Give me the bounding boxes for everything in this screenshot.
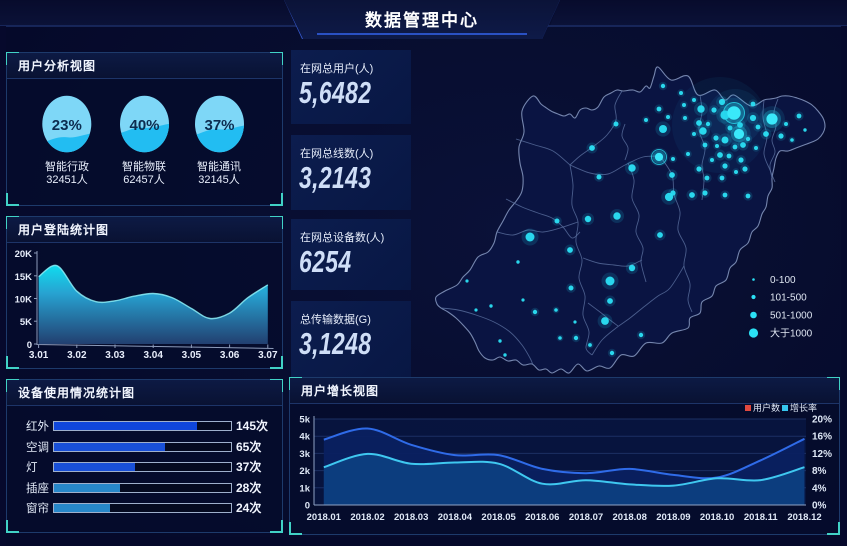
- svg-text:501-1000: 501-1000: [770, 311, 813, 322]
- svg-text:2018.09: 2018.09: [656, 512, 690, 523]
- svg-text:2018.08: 2018.08: [613, 512, 647, 523]
- svg-text:2k: 2k: [299, 466, 310, 477]
- svg-text:3k: 3k: [299, 449, 310, 460]
- svg-text:2018.03: 2018.03: [394, 512, 428, 523]
- svg-text:5K: 5K: [20, 317, 32, 328]
- svg-text:8%: 8%: [812, 466, 827, 477]
- svg-text:2018.12: 2018.12: [787, 512, 821, 523]
- svg-text:4%: 4%: [812, 483, 827, 494]
- svg-text:0: 0: [305, 501, 310, 512]
- svg-text:2018.04: 2018.04: [438, 512, 473, 523]
- svg-text:4k: 4k: [299, 432, 310, 443]
- svg-text:用户数: 用户数: [753, 402, 780, 413]
- svg-text:3.03: 3.03: [105, 350, 125, 361]
- svg-text:0-100: 0-100: [770, 275, 796, 286]
- svg-text:0%: 0%: [812, 501, 827, 512]
- svg-text:20K: 20K: [15, 249, 33, 260]
- svg-text:2018.10: 2018.10: [700, 512, 734, 523]
- svg-text:1k: 1k: [299, 483, 310, 494]
- svg-text:5k: 5k: [299, 415, 310, 426]
- svg-text:3.07: 3.07: [258, 350, 278, 361]
- svg-text:3.05: 3.05: [182, 350, 202, 361]
- svg-text:2018.05: 2018.05: [481, 512, 516, 523]
- svg-text:37%: 37%: [204, 117, 234, 134]
- svg-text:2018.11: 2018.11: [744, 512, 779, 523]
- svg-text:16%: 16%: [812, 432, 832, 443]
- svg-text:40%: 40%: [129, 117, 159, 134]
- svg-text:23%: 23%: [52, 117, 82, 134]
- svg-text:3.04: 3.04: [143, 350, 163, 361]
- svg-text:大于1000: 大于1000: [770, 327, 813, 340]
- svg-text:2018.01: 2018.01: [307, 512, 342, 523]
- svg-text:2018.07: 2018.07: [569, 512, 603, 523]
- svg-text:增长率: 增长率: [790, 402, 817, 413]
- svg-text:3.01: 3.01: [29, 350, 49, 361]
- svg-text:0: 0: [27, 340, 32, 351]
- svg-text:101-500: 101-500: [770, 293, 807, 304]
- svg-text:10K: 10K: [15, 295, 33, 306]
- svg-text:15K: 15K: [15, 272, 33, 283]
- svg-text:2018.02: 2018.02: [350, 512, 384, 523]
- svg-text:3.02: 3.02: [67, 350, 87, 361]
- svg-text:12%: 12%: [812, 449, 832, 460]
- svg-text:2018.06: 2018.06: [525, 512, 559, 523]
- svg-text:20%: 20%: [812, 415, 832, 426]
- svg-text:3.06: 3.06: [220, 350, 240, 361]
